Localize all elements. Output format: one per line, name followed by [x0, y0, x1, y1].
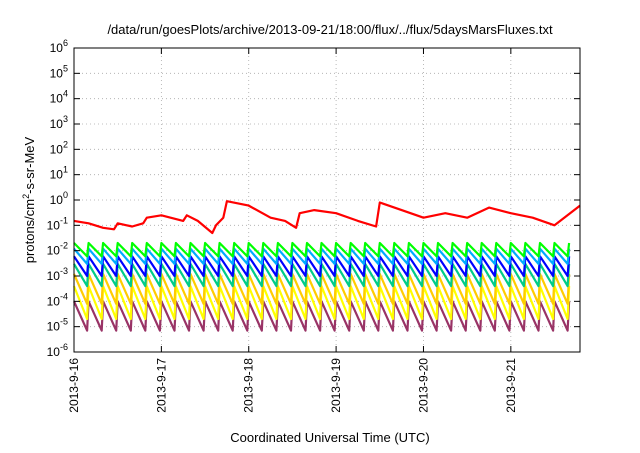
- x-ticks: 2013-9-16 2013-9-17 2013-9-18 2013-9-19 2013…: [67, 48, 518, 413]
- chart-title: /data/run/goesPlots/archive/2013-09-21/1…: [107, 22, 553, 37]
- y-tick-exp: -2: [60, 241, 68, 251]
- y-tick-base: 10: [50, 117, 64, 131]
- y-tick-exp: 1: [63, 165, 68, 175]
- x-tick-label: 2013-9-21: [504, 358, 518, 413]
- y-tick-base: 10: [47, 269, 61, 283]
- series-line: [73, 241, 571, 258]
- y-tick-exp: -4: [60, 291, 68, 301]
- y-tick-exp: 4: [63, 89, 68, 99]
- y-tick-label: 104: [50, 89, 68, 106]
- y-axis-label-sup: 2: [21, 194, 31, 199]
- y-axis-label: protons/cm2-s-sr-MeV: [21, 136, 37, 263]
- y-axis-label-rest: -s-sr-MeV: [22, 136, 37, 193]
- y-tick-label: 10-2: [47, 241, 68, 258]
- y-tick-label: 100: [50, 190, 68, 207]
- y-tick-base: 10: [50, 142, 64, 156]
- y-tick-base: 10: [47, 345, 61, 359]
- y-tick-base: 10: [47, 320, 61, 334]
- x-axis-label: Coordinated Universal Time (UTC): [230, 430, 429, 445]
- x-tick-label: 2013-9-18: [242, 358, 256, 413]
- x-tick-label: 2013-9-17: [154, 358, 168, 413]
- y-tick-exp: -3: [60, 266, 68, 276]
- x-tick-label: 2013-9-19: [329, 358, 343, 413]
- y-tick-label: 10-1: [47, 215, 68, 232]
- y-tick-base: 10: [50, 92, 64, 106]
- y-tick-label: 106: [50, 38, 68, 55]
- y-tick-label: 101: [50, 165, 68, 182]
- y-tick-exp: 6: [63, 38, 68, 48]
- y-tick-base: 10: [50, 168, 64, 182]
- y-tick-exp: 0: [63, 190, 68, 200]
- series-line: [73, 200, 581, 235]
- y-tick-base: 10: [50, 41, 64, 55]
- y-tick-label: 105: [50, 63, 68, 80]
- y-tick-exp: -1: [60, 215, 68, 225]
- y-tick-label: 10-5: [47, 317, 68, 334]
- y-axis-label-part: protons/cm: [22, 199, 37, 263]
- x-tick-label: 2013-9-16: [67, 358, 81, 413]
- y-tick-base: 10: [50, 193, 64, 207]
- y-ticks: 10-610-510-410-310-210-11001011021031041…: [47, 38, 580, 359]
- y-tick-label: 10-6: [47, 342, 68, 359]
- y-tick-exp: 2: [63, 139, 68, 149]
- y-tick-base: 10: [47, 218, 61, 232]
- y-tick-label: 10-3: [47, 266, 68, 283]
- y-tick-exp: -6: [60, 342, 68, 352]
- x-tick-label: 2013-9-20: [416, 358, 430, 413]
- y-tick-base: 10: [50, 66, 64, 80]
- y-tick-exp: 5: [63, 63, 68, 73]
- y-tick-base: 10: [47, 294, 61, 308]
- y-tick-exp: 3: [63, 114, 68, 124]
- y-tick-exp: -5: [60, 317, 68, 327]
- y-tick-base: 10: [47, 244, 61, 258]
- series-layer: [72, 200, 581, 332]
- y-tick-label: 103: [50, 114, 68, 131]
- y-tick-label: 10-4: [47, 291, 68, 308]
- y-tick-label: 102: [50, 139, 68, 156]
